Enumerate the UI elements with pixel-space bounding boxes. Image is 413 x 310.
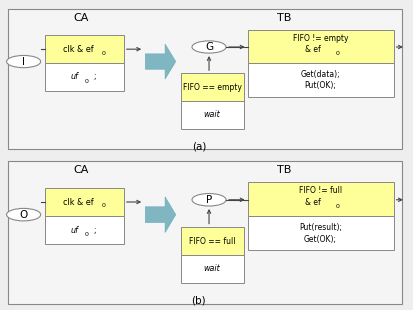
Bar [247,216,393,250]
Text: Get(OK);: Get(OK); [304,235,336,244]
Text: G: G [204,42,213,52]
Text: (a): (a) [191,141,206,151]
Bar [180,255,243,283]
Text: ;: ; [93,226,95,235]
FancyBboxPatch shape [8,161,401,304]
FancyBboxPatch shape [8,9,401,149]
Text: TB: TB [276,165,291,175]
Text: FIFO == empty: FIFO == empty [182,83,241,92]
Text: CA: CA [74,165,89,175]
Circle shape [7,55,40,68]
Text: TB: TB [276,13,291,23]
Bar [45,63,123,91]
Text: uf: uf [71,72,78,81]
Text: 0: 0 [335,51,339,56]
Text: wait: wait [203,264,220,273]
Bar [247,29,393,63]
Circle shape [192,193,225,206]
Text: (b): (b) [191,296,206,306]
Text: Put(OK);: Put(OK); [304,81,336,90]
Bar [180,227,243,255]
Bar [45,216,123,244]
Text: 0: 0 [101,203,105,208]
Text: & ef: & ef [305,45,320,54]
Text: & ef: & ef [305,198,320,207]
Circle shape [7,208,40,221]
Text: CA: CA [74,13,89,23]
Text: 0: 0 [335,204,339,209]
Text: 0: 0 [85,79,89,84]
Circle shape [192,41,225,53]
Text: clk & ef: clk & ef [62,198,93,207]
Bar [180,73,243,101]
Text: Get(data);: Get(data); [300,70,339,79]
Text: I: I [22,56,25,67]
Bar [247,182,393,216]
Text: 0: 0 [101,51,105,55]
Text: 0: 0 [85,232,89,237]
Bar [247,63,393,96]
Text: O: O [19,210,28,220]
Text: P: P [205,195,211,205]
Text: clk & ef: clk & ef [62,45,93,54]
Text: FIFO != empty: FIFO != empty [292,34,347,43]
Polygon shape [145,197,176,232]
Bar [180,101,243,129]
Text: wait: wait [203,110,220,119]
Text: Put(result);: Put(result); [298,223,341,232]
Text: FIFO == full: FIFO == full [188,237,235,246]
Text: uf: uf [71,226,78,235]
Text: ;: ; [93,72,95,81]
Bar [45,188,123,216]
Bar [45,35,123,63]
Text: FIFO != full: FIFO != full [298,186,341,195]
Polygon shape [145,44,176,79]
